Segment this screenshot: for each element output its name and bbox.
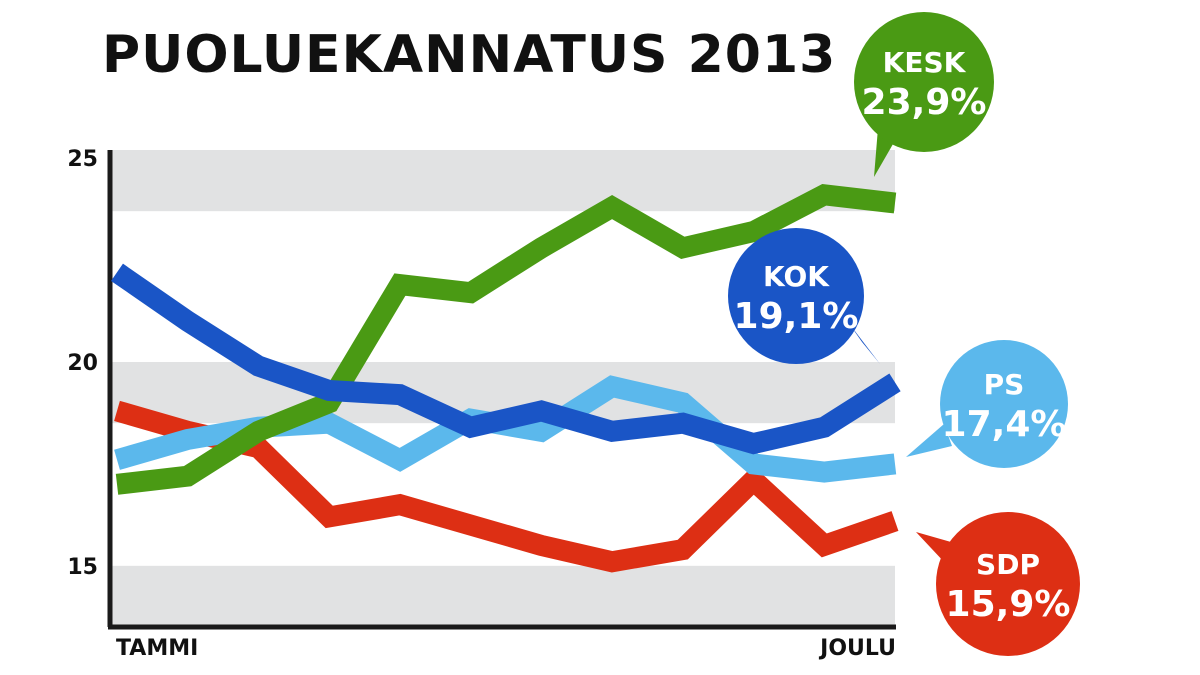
- y-tick-label: 20: [67, 351, 98, 376]
- bubble-party-name: SDP: [976, 548, 1040, 581]
- bubble-party-value: 23,9%: [862, 82, 987, 123]
- y-tick-label: 15: [67, 555, 98, 580]
- chart-title: PUOLUEKANNATUS 2013: [102, 25, 837, 85]
- series-line-kesk: [115, 184, 897, 495]
- grid-bands: [110, 150, 895, 627]
- bubble-party-value: 17,4%: [942, 404, 1067, 445]
- series-lines: [111, 184, 901, 573]
- bubble-party-value: 19,1%: [734, 296, 859, 337]
- bubble-party-name: KESK: [883, 46, 967, 79]
- x-tick-label-last: JOULU: [818, 636, 896, 661]
- bubble-circle: [854, 12, 994, 152]
- y-tick-label: 25: [67, 147, 98, 172]
- grid-band: [110, 150, 895, 212]
- grid-band: [110, 565, 895, 627]
- y-tick-labels: 15 20 25: [67, 147, 98, 580]
- bubble-circle: [728, 228, 864, 364]
- bubble-party-value: 15,9%: [946, 584, 1071, 625]
- x-tick-label-first: TAMMI: [116, 636, 198, 661]
- bubble-tail: [906, 424, 952, 457]
- bubble-circle: [936, 512, 1080, 656]
- series-line-kok: [111, 263, 901, 455]
- bubble-tail: [848, 322, 880, 364]
- bubble-party-name: KOK: [763, 260, 830, 293]
- bubble-circle: [940, 340, 1068, 468]
- bubble-party-name: PS: [984, 368, 1025, 401]
